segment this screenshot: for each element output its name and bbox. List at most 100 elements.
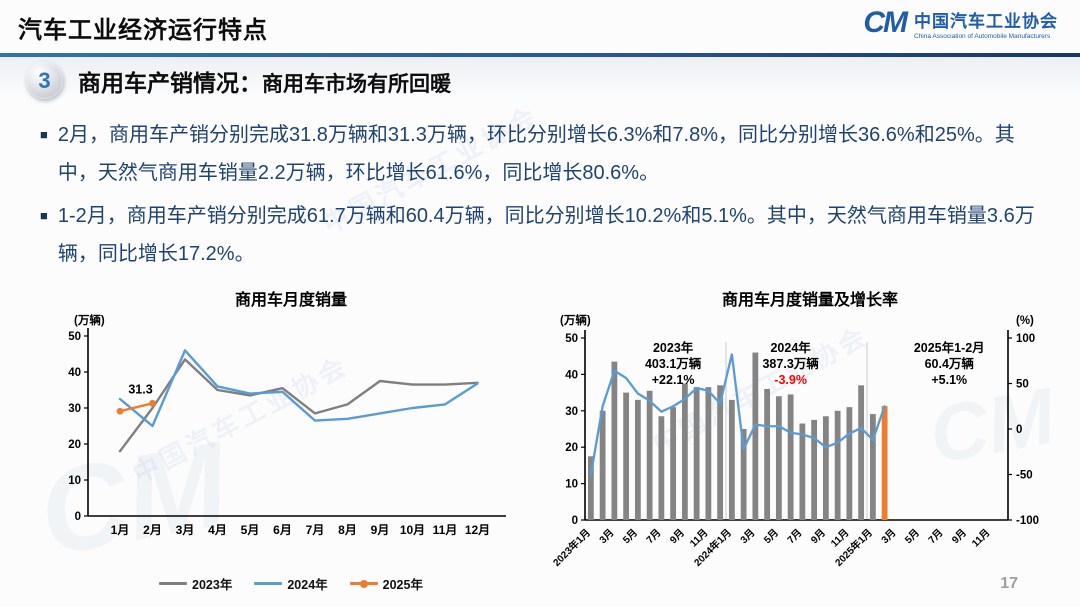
caam-logo: CM 中国汽车工业协会 China Association of Automob…: [863, 6, 1058, 40]
legend-label: 2023年: [192, 578, 233, 592]
section-number-badge: 3: [26, 62, 63, 99]
bullet-text-february: 2月，商用车产销分别完成31.8万辆和31.3万辆，环比分别增长6.3%和7.8…: [57, 124, 1015, 185]
x-tick-label: 11月: [433, 523, 458, 537]
x-tick-label: 3月: [879, 527, 898, 546]
sales-bar: [858, 385, 865, 520]
sales-bar: [822, 416, 829, 520]
y-tick-label: 50: [68, 331, 81, 343]
sales-bar: [717, 385, 724, 520]
sales-bar: [764, 388, 771, 520]
sales-growth-chart: 商用车月度销量及增长率 (万辆) (%) 0 10 20 30 40 50 100 50 0 -50 -…: [540, 286, 1080, 598]
section-number: 3: [38, 67, 51, 93]
title-underline: [0, 53, 1080, 57]
annotation-year: 2024年: [770, 340, 811, 355]
left-y-tick-label: 20: [565, 442, 578, 454]
sales-bar: [834, 410, 841, 520]
monthly-sales-chart-title: 商用车月度销量: [234, 292, 347, 309]
annotation-growth: -3.9%: [774, 373, 807, 387]
series-line-2024年: [118, 349, 479, 428]
x-tick-label: 5月: [903, 527, 922, 546]
x-tick-label: 4月: [208, 523, 227, 537]
section-title: 商用车产销情况：: [78, 69, 262, 96]
bullet-item: ■ 1-2月，商用车产销分别完成61.7万辆和60.4万辆，同比分别增长10.2…: [40, 197, 1052, 274]
legend-line-icon: [254, 582, 283, 585]
left-y-tick-label: 50: [565, 333, 578, 345]
caam-logo-name-en: China Association of Automobile Manufact…: [914, 32, 1051, 40]
sales-bar: [705, 387, 712, 520]
right-y-tick-label: 100: [1016, 333, 1035, 345]
annotation-year: 2023年: [653, 340, 694, 355]
series-marker-2025年: [116, 407, 124, 415]
sales-bar: [693, 387, 700, 520]
sales-bar-highlight: [881, 406, 888, 520]
caam-logo-name-cn: 中国汽车工业协会: [914, 11, 1058, 31]
legend-item-2023年: 2023年: [159, 574, 232, 593]
page-number: 17: [1000, 575, 1018, 592]
sales-bar: [775, 396, 782, 520]
sales-bar: [587, 456, 594, 520]
x-tick-label: 6月: [273, 523, 292, 537]
section-header: 3 商用车产销情况： 商用车市场有所回暖: [26, 62, 451, 99]
series-line-2025年: [118, 402, 154, 413]
sales-bar: [681, 383, 688, 520]
sales-growth-chart-title: 商用车月度销量及增长率: [721, 292, 898, 309]
section-subtitle: 商用车市场有所回暖: [262, 72, 451, 96]
legend-label: 2025年: [382, 578, 423, 592]
x-tick-label: 10月: [400, 523, 425, 537]
legend-item-2025年: 2025年: [349, 574, 423, 593]
bullet-item: ■ 2月，商用车产销分别完成31.8万辆和31.3万辆，环比分别增长6.3%和7…: [40, 116, 1052, 193]
x-tick-label: 7月: [926, 527, 945, 546]
x-tick-label: 3月: [176, 523, 195, 537]
monthly-sales-chart: 商用车月度销量 (万辆) 0 10 20 30 40 50 1月 2月 3月 4月 5月 6月 7月 8月 9…: [50, 286, 532, 598]
y-tick-label: 0: [75, 511, 81, 523]
y-tick-label: 10: [68, 475, 81, 487]
x-tick-label: 3月: [597, 527, 616, 546]
left-axis-unit-label: (万辆): [560, 313, 591, 327]
series-marker-2025年: [149, 399, 156, 407]
monthly-sales-legend: 2023年 2024年 2025年: [50, 574, 532, 593]
sales-bar: [869, 414, 876, 520]
series-line-2023年: [118, 358, 479, 453]
bullet-square-icon: ■: [40, 127, 48, 142]
annotation-total: 387.3万辆: [762, 356, 819, 371]
sales-bar: [611, 361, 618, 520]
x-tick-label: 7月: [785, 527, 804, 546]
x-tick-label: 12月: [465, 523, 490, 537]
sales-bar: [670, 407, 677, 520]
annotation-total: 60.4万辆: [925, 356, 975, 371]
caam-logo-mark-icon: CM: [863, 6, 908, 39]
y-tick-label: 20: [68, 439, 81, 451]
monthly-sales-plot: (万辆) 0 10 20 30 40 50 1月 2月 3月 4月 5月 6月 7月 8月 9月 10月 11月 1…: [68, 313, 506, 537]
x-tick-label: 7月: [306, 523, 325, 537]
x-tick-label: 2月: [143, 523, 162, 537]
right-axis-unit-label: (%): [1016, 315, 1034, 327]
sales-bar: [599, 410, 606, 520]
annotation-year: 2025年1-2月: [914, 340, 985, 355]
x-tick-label: 9月: [371, 523, 390, 537]
x-tick-label: 2023年1月: [550, 526, 593, 569]
annotation-growth: +5.1%: [931, 373, 967, 387]
sales-bar: [752, 352, 759, 520]
section-band: [0, 57, 1080, 107]
sales-bar: [728, 399, 735, 520]
x-tick-label: 9月: [950, 527, 969, 546]
legend-item-2024年: 2024年: [254, 574, 328, 593]
x-tick-label: 1月: [111, 523, 130, 537]
growth-rate-line: [589, 353, 886, 476]
sales-bar: [658, 416, 665, 520]
left-y-tick-label: 30: [565, 406, 578, 418]
x-tick-label: 5月: [762, 527, 781, 546]
x-tick-label: 3月: [738, 527, 757, 546]
legend-label: 2024年: [287, 578, 328, 592]
sales-bar: [846, 407, 853, 520]
sales-bar: [799, 423, 806, 520]
right-y-tick-label: 50: [1016, 379, 1029, 391]
legend-marker-icon: [359, 579, 368, 588]
left-y-tick-label: 0: [572, 515, 578, 527]
legend-line-icon: [349, 579, 378, 588]
y-axis-unit-label: (万辆): [74, 313, 105, 327]
y-tick-label: 40: [68, 367, 81, 379]
sales-bar: [811, 419, 818, 520]
bullet-square-icon: ■: [40, 207, 48, 223]
annotation-total: 403.1万辆: [645, 356, 702, 371]
